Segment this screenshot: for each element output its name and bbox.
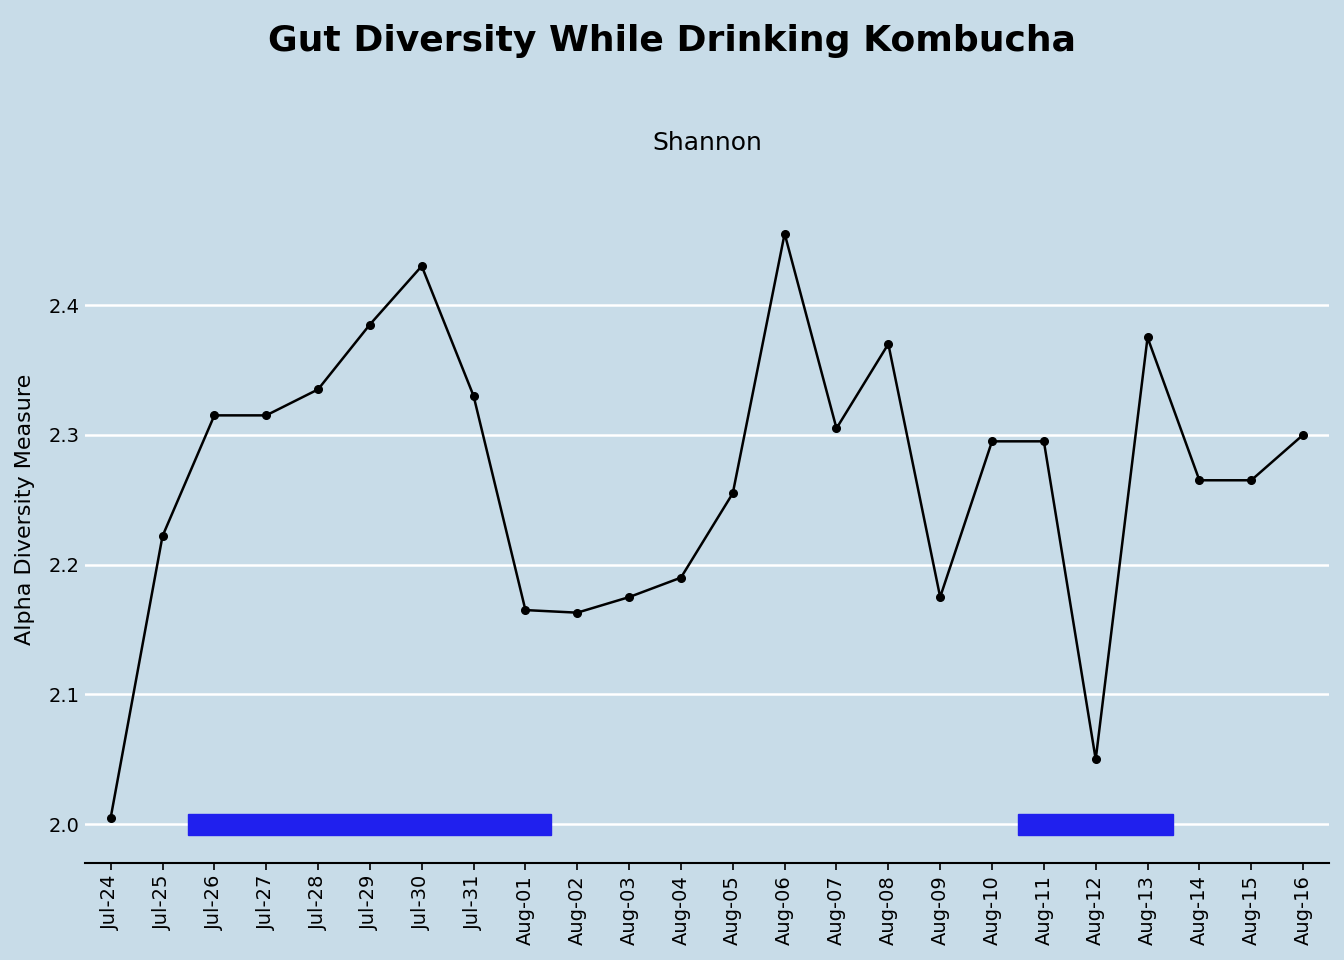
Bar <box>188 814 551 834</box>
Text: Gut Diversity While Drinking Kombucha: Gut Diversity While Drinking Kombucha <box>267 24 1077 58</box>
Y-axis label: Alpha Diversity Measure: Alpha Diversity Measure <box>15 373 35 645</box>
Title: Shannon: Shannon <box>652 132 762 156</box>
Bar <box>1017 814 1173 834</box>
